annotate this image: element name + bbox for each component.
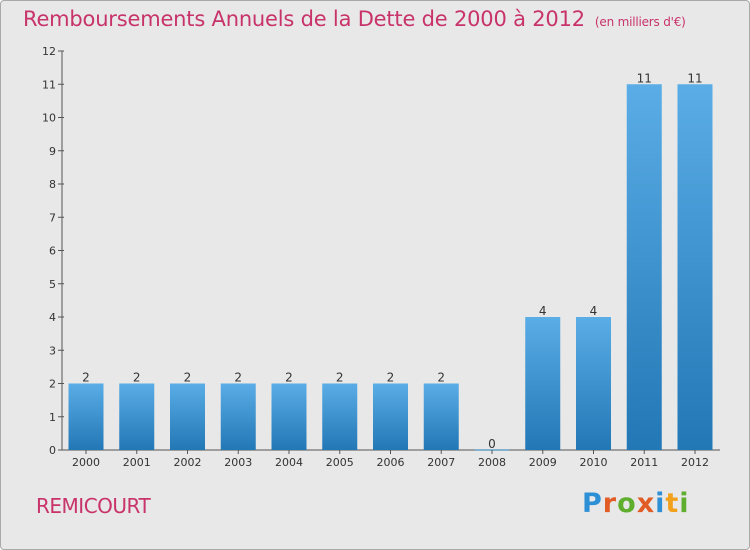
bar — [677, 84, 713, 450]
chart-unit: (en milliers d'€) — [594, 15, 686, 29]
x-tick-label: 2012 — [681, 456, 709, 469]
bar — [220, 383, 256, 450]
logo-letter: P — [582, 488, 603, 519]
x-tick-label: 2009 — [529, 456, 557, 469]
y-tick-label: 7 — [49, 211, 56, 224]
data-label: 2 — [437, 371, 445, 385]
bar — [68, 383, 104, 450]
bar — [373, 383, 408, 450]
bar — [626, 84, 662, 450]
y-tick-label: 2 — [49, 378, 56, 391]
y-tick-label: 3 — [49, 344, 56, 357]
chart-title: Remboursements Annuels de la Dette de 20… — [23, 7, 686, 31]
commune-name: REMICOURT — [36, 494, 151, 518]
y-tick-label: 4 — [49, 311, 56, 324]
y-tick-label: 1 — [49, 411, 56, 424]
bar — [423, 383, 459, 450]
data-label: 0 — [488, 437, 496, 451]
y-tick-label: 6 — [49, 245, 56, 258]
data-label: 2 — [336, 371, 344, 385]
data-label: 2 — [387, 371, 395, 385]
logo-letter: o — [617, 488, 637, 519]
data-label: 4 — [539, 304, 547, 318]
data-label: 2 — [82, 371, 90, 385]
y-tick-label: 10 — [42, 112, 56, 125]
bar — [271, 383, 307, 450]
bar — [525, 317, 561, 450]
bar — [119, 383, 155, 450]
y-tick-label: 5 — [49, 278, 56, 291]
x-tick-label: 2007 — [427, 456, 455, 469]
bar — [322, 383, 358, 450]
x-tick-label: 2008 — [478, 456, 506, 469]
logo-letter: x — [636, 488, 656, 519]
x-tick-label: 2002 — [174, 456, 202, 469]
logo-letter: t — [665, 488, 680, 519]
data-label: 11 — [637, 71, 652, 85]
data-label: 2 — [285, 371, 293, 385]
bar — [170, 383, 205, 450]
x-tick-label: 2005 — [326, 456, 354, 469]
proxiti-logo: Proxiti — [582, 488, 690, 519]
y-tick-label: 9 — [49, 145, 56, 158]
chart-title-text: Remboursements Annuels de la Dette de 20… — [23, 7, 585, 31]
logo-letter: i — [655, 488, 666, 519]
data-label: 4 — [590, 304, 598, 318]
y-tick-label: 11 — [42, 78, 56, 91]
x-tick-label: 2011 — [630, 456, 658, 469]
x-tick-label: 2003 — [224, 456, 252, 469]
logo-letter: i — [679, 488, 690, 519]
x-tick-label: 2004 — [275, 456, 303, 469]
x-tick-label: 2001 — [123, 456, 151, 469]
x-tick-label: 2000 — [72, 456, 100, 469]
y-tick-label: 12 — [42, 45, 56, 58]
logo-letter: r — [602, 488, 618, 519]
y-tick-label: 0 — [49, 444, 56, 457]
bar — [576, 317, 611, 450]
y-tick-label: 8 — [49, 178, 56, 191]
data-label: 2 — [184, 371, 192, 385]
data-label: 11 — [687, 71, 702, 85]
x-tick-label: 2010 — [580, 456, 608, 469]
x-tick-label: 2006 — [377, 456, 405, 469]
data-label: 2 — [133, 371, 141, 385]
data-label: 2 — [234, 371, 242, 385]
